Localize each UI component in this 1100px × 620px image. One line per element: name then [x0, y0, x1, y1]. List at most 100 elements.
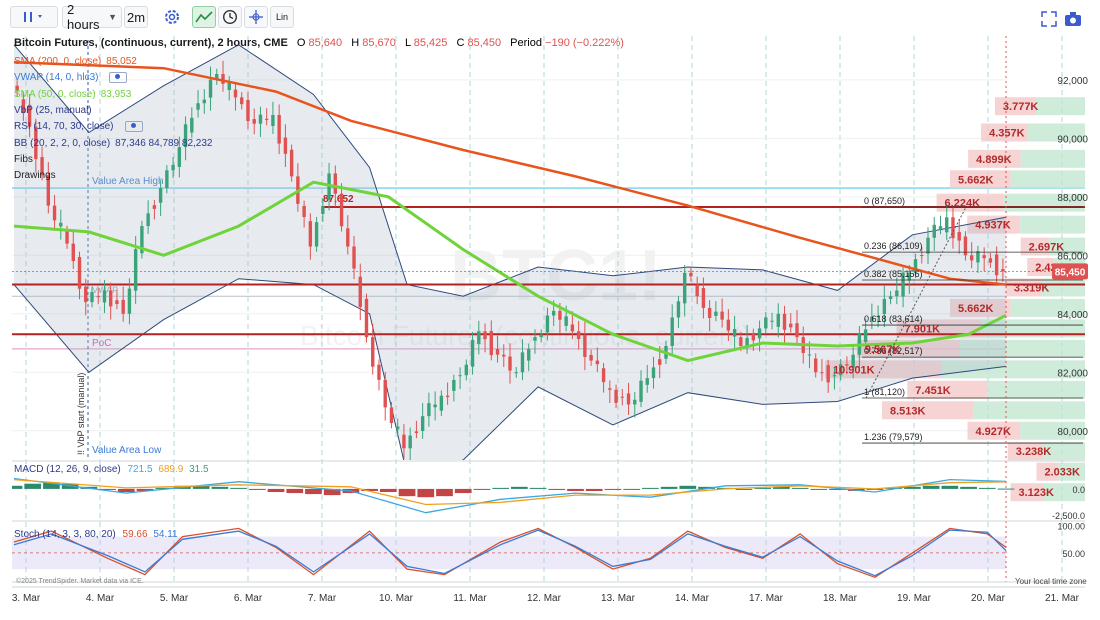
eye-icon[interactable] — [124, 121, 143, 133]
candle-body — [814, 358, 818, 373]
volume-profile-bar-sell — [981, 123, 1028, 142]
macd-histogram-bar — [585, 488, 603, 491]
indicator-legend-item[interactable]: BB (20, 2, 2, 0, close) 87,346 84,789 82,… — [14, 138, 213, 149]
candle-body — [639, 380, 643, 402]
macd-histogram-bar — [642, 487, 659, 489]
candle-body — [502, 354, 506, 357]
macd-histogram-bar — [286, 488, 304, 494]
macd-histogram-bar — [754, 487, 772, 489]
candle-body — [988, 258, 993, 263]
candle-body — [445, 395, 450, 398]
candle-body — [945, 217, 949, 233]
indicator-legend-item[interactable]: VWAP (14, 0, hlc3) — [14, 72, 128, 84]
candle-body — [676, 301, 681, 318]
macd-histogram-bar — [155, 487, 173, 489]
vwap-label: VWAP — [92, 285, 118, 295]
indicator-legend-item[interactable]: VbP (25, manual) — [14, 105, 97, 116]
volume-profile-bar-buy — [981, 319, 1085, 338]
indicator-legend-item[interactable]: SMA (200, 0, close) 85,052 — [14, 56, 137, 67]
candle-body — [314, 222, 319, 247]
crosshair-button[interactable] — [244, 6, 268, 28]
stoch-d-line — [13, 529, 1007, 577]
volume-profile-bar-buy — [1049, 237, 1085, 256]
period-label: Period — [510, 37, 542, 49]
macd-histogram-bar — [735, 488, 753, 490]
candle-body — [121, 299, 125, 314]
line-chart-button[interactable] — [192, 6, 216, 28]
candle-body — [127, 288, 132, 314]
fib-level-label: 0.786 (82,517) — [864, 346, 923, 356]
candle-body — [626, 393, 631, 405]
high-label: H — [351, 37, 360, 49]
candle-body — [177, 147, 182, 167]
candle-body — [252, 119, 256, 124]
candle-body — [414, 431, 419, 434]
indicator-legend-item[interactable]: Drawings — [14, 170, 61, 181]
indicator-label: SMA (50, 0, close) — [14, 88, 96, 100]
volume-profile-bar-buy — [1020, 421, 1085, 440]
timezone-label[interactable]: Your local time zone — [1015, 577, 1087, 586]
volume-profile-label: 3.319K — [1014, 282, 1050, 294]
candle-body — [346, 228, 350, 247]
stoch-legend: Stoch (14, 3, 3, 80, 20) 59.66 54.11 — [14, 529, 178, 540]
settings-button[interactable] — [160, 6, 184, 28]
volume-profile-label: 9.567K — [865, 344, 901, 356]
candle-body — [976, 251, 980, 263]
volume-profile-bar-buy — [959, 339, 1085, 358]
volume-profile-bar-buy — [942, 360, 1085, 379]
macd-histogram-bar — [567, 488, 584, 491]
bollinger-band-fill — [14, 44, 1006, 460]
high-value: 85,670 — [362, 37, 396, 49]
candle-body — [470, 339, 475, 367]
scale-lin-button[interactable]: Lin — [270, 6, 294, 28]
candle-body — [851, 354, 855, 368]
candle-body — [782, 313, 787, 330]
macd-histogram-bar — [529, 487, 547, 489]
volume-profile-label: 4.357K — [989, 127, 1025, 139]
volume-profile-bar-sell — [967, 421, 1021, 440]
candle-body — [427, 403, 431, 417]
volume-profile-bar-buy — [973, 401, 1085, 420]
volume-profile-bar-sell — [1010, 483, 1045, 502]
candle-body — [1001, 269, 1005, 272]
stoch-value-1: 59.66 — [122, 529, 148, 540]
macd-histogram-bar — [773, 486, 790, 489]
indicator-legend-item[interactable]: SMA (50, 0, close) 83,953 — [14, 89, 131, 100]
eye-icon[interactable] — [109, 72, 128, 84]
candle-body — [402, 434, 406, 449]
fib-level-label: 0.618 (83,614) — [864, 314, 923, 324]
indicator-legend-item[interactable]: RSI (14, 70, 30, close) — [14, 121, 143, 132]
interval-select[interactable]: 2 hours ▼ — [62, 2, 122, 32]
candle-body — [271, 114, 275, 127]
candle-body — [489, 330, 493, 356]
y-tick-label: 80,000 — [1057, 427, 1088, 438]
chart-menu-button[interactable] — [10, 6, 58, 28]
macd-histogram-bar — [267, 488, 285, 493]
close-value: 85,450 — [467, 37, 502, 49]
copyright: ©2025 TrendSpider. Market data via ICE. — [16, 578, 144, 585]
period-value: −190 (−0.222%) — [545, 37, 624, 49]
candle-body — [84, 286, 88, 303]
candle-body — [551, 310, 556, 316]
low-value: 85,425 — [413, 37, 448, 49]
candle-body — [545, 315, 550, 333]
clock-button[interactable] — [218, 6, 242, 28]
candle-body — [196, 103, 200, 110]
macd-y-tick-label: -2,500.0 — [1052, 511, 1085, 521]
open-label: O — [296, 37, 306, 49]
candle-body — [152, 205, 157, 209]
camera-icon[interactable] — [1063, 9, 1083, 29]
candle-body — [645, 378, 649, 385]
interval-short-button[interactable]: 2m — [124, 6, 148, 28]
candle-body — [339, 193, 344, 227]
candle-body — [289, 149, 294, 177]
fullscreen-icon[interactable] — [1039, 9, 1059, 29]
indicator-legend-item[interactable]: Fibs — [14, 154, 38, 165]
volume-profile-label: 4.899K — [976, 154, 1012, 166]
candle-body — [221, 74, 225, 84]
candle-body — [283, 137, 288, 154]
volume-profile-label: 7.451K — [915, 385, 951, 397]
candle-body — [46, 175, 51, 206]
indicator-label: VbP (25, manual) — [14, 104, 92, 116]
